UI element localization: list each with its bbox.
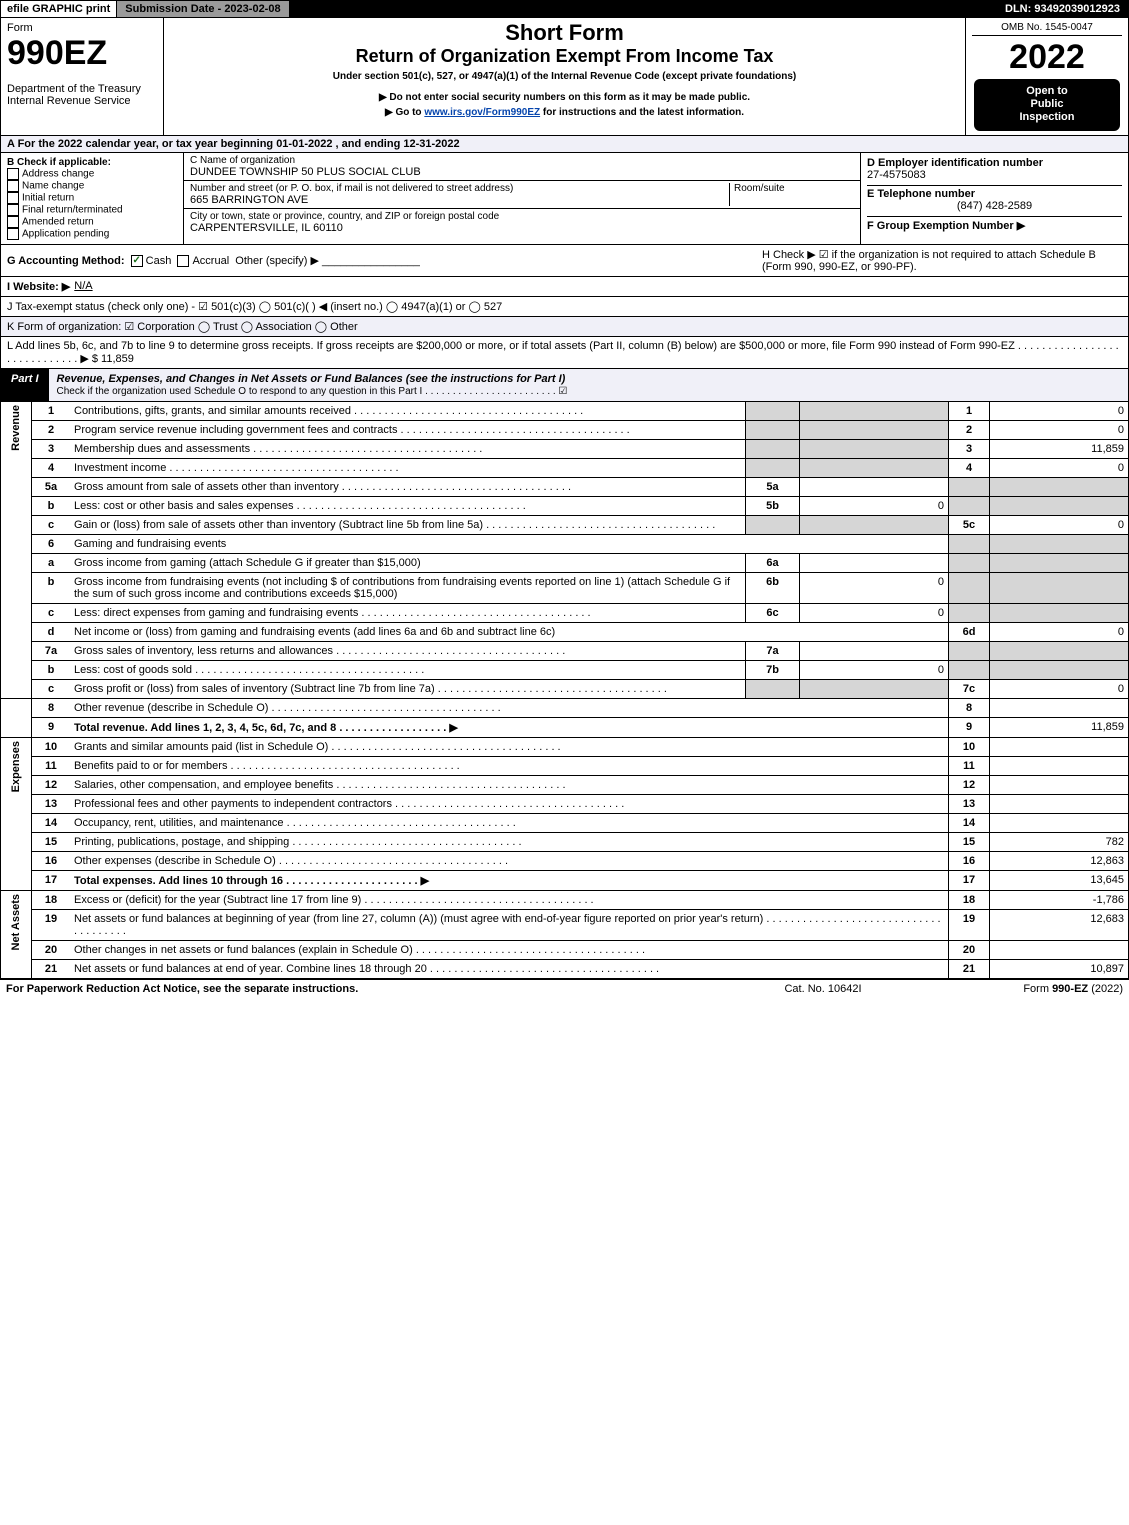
- part1-tab: Part I: [1, 369, 49, 401]
- line-11: 11Benefits paid to or for members11: [1, 756, 1129, 775]
- row-k: K Form of organization: ☑ Corporation ◯ …: [0, 317, 1129, 337]
- d-val: 27-4575083: [867, 169, 1122, 181]
- g-block: G Accounting Method: Cash Accrual Other …: [7, 254, 762, 267]
- g-accrual-cb[interactable]: [177, 255, 189, 267]
- line-5b: bLess: cost or other basis and sales exp…: [1, 496, 1129, 515]
- line-20: 20Other changes in net assets or fund ba…: [1, 940, 1129, 959]
- irs-link[interactable]: www.irs.gov/Form990EZ: [424, 107, 540, 118]
- line-6b: bGross income from fundraising events (n…: [1, 572, 1129, 603]
- c-name: DUNDEE TOWNSHIP 50 PLUS SOCIAL CLUB: [190, 166, 854, 178]
- side-revenue: Revenue: [10, 405, 22, 451]
- line-3: 3Membership dues and assessments 311,859: [1, 439, 1129, 458]
- section-a: A For the 2022 calendar year, or tax yea…: [0, 136, 1129, 153]
- line-14: 14Occupancy, rent, utilities, and mainte…: [1, 813, 1129, 832]
- i-lbl: I Website: ▶: [7, 280, 70, 293]
- lines-table: Revenue 1 Contributions, gifts, grants, …: [0, 402, 1129, 979]
- open-to-public: Open to Public Inspection: [974, 79, 1120, 131]
- footer-left: For Paperwork Reduction Act Notice, see …: [6, 983, 723, 995]
- c-city-lbl: City or town, state or province, country…: [190, 211, 854, 222]
- b-opt-pending[interactable]: Application pending: [7, 228, 177, 240]
- line-7a: 7aGross sales of inventory, less returns…: [1, 641, 1129, 660]
- line-6: 6Gaming and fundraising events: [1, 534, 1129, 553]
- line-2: 2Program service revenue including gover…: [1, 420, 1129, 439]
- line-17: 17Total expenses. Add lines 10 through 1…: [1, 870, 1129, 890]
- e-val: (847) 428-2589: [867, 200, 1122, 212]
- line-7c: cGross profit or (loss) from sales of in…: [1, 679, 1129, 698]
- part1-title: Revenue, Expenses, and Changes in Net As…: [49, 369, 1128, 401]
- col-c: C Name of organization DUNDEE TOWNSHIP 5…: [183, 153, 861, 244]
- line-6c: cLess: direct expenses from gaming and f…: [1, 603, 1129, 622]
- line-12: 12Salaries, other compensation, and empl…: [1, 775, 1129, 794]
- line-6d: dNet income or (loss) from gaming and fu…: [1, 622, 1129, 641]
- goto-line: ▶ Go to www.irs.gov/Form990EZ for instru…: [170, 107, 959, 118]
- c-city: CARPENTERSVILLE, IL 60110: [190, 222, 854, 234]
- form-word: Form: [7, 22, 157, 34]
- line-19: 19Net assets or fund balances at beginni…: [1, 909, 1129, 940]
- c-addr: 665 BARRINGTON AVE: [190, 194, 729, 206]
- form-number: 990EZ: [7, 34, 157, 73]
- line-8: 8Other revenue (describe in Schedule O) …: [1, 698, 1129, 717]
- row-l: L Add lines 5b, 6c, and 7b to line 9 to …: [0, 337, 1129, 369]
- footer-mid: Cat. No. 10642I: [723, 983, 923, 995]
- subtitle: Under section 501(c), 527, or 4947(a)(1)…: [170, 71, 959, 82]
- warn-line: ▶ Do not enter social security numbers o…: [170, 92, 959, 103]
- h-block: H Check ▶ ☑ if the organization is not r…: [762, 248, 1122, 273]
- line-13: 13Professional fees and other payments t…: [1, 794, 1129, 813]
- line-15: 15Printing, publications, postage, and s…: [1, 832, 1129, 851]
- page-footer: For Paperwork Reduction Act Notice, see …: [0, 979, 1129, 998]
- title-short-form: Short Form: [170, 20, 959, 46]
- b-opt-final[interactable]: Final return/terminated: [7, 204, 177, 216]
- form-header: Form 990EZ Department of the Treasury In…: [0, 18, 1129, 136]
- top-bar: efile GRAPHIC print Submission Date - 20…: [0, 0, 1129, 18]
- header-right: OMB No. 1545-0047 2022 Open to Public In…: [965, 18, 1128, 135]
- line-5c: cGain or (loss) from sale of assets othe…: [1, 515, 1129, 534]
- line-21: 21Net assets or fund balances at end of …: [1, 959, 1129, 978]
- b-opt-name[interactable]: Name change: [7, 180, 177, 192]
- line-5a: 5aGross amount from sale of assets other…: [1, 477, 1129, 496]
- i-val: N/A: [74, 280, 92, 292]
- b-opt-amended[interactable]: Amended return: [7, 216, 177, 228]
- omb-number: OMB No. 1545-0047: [972, 22, 1122, 36]
- part1-header: Part I Revenue, Expenses, and Changes in…: [0, 369, 1129, 402]
- row-i: I Website: ▶ N/A: [0, 277, 1129, 297]
- tax-year: 2022: [972, 38, 1122, 77]
- side-netassets: Net Assets: [10, 894, 22, 950]
- e-lbl: E Telephone number: [867, 185, 1122, 200]
- dln-label: DLN: 93492039012923: [997, 1, 1128, 17]
- line-1: Revenue 1 Contributions, gifts, grants, …: [1, 402, 1129, 421]
- line-7b: bLess: cost of goods sold 7b0: [1, 660, 1129, 679]
- efile-label[interactable]: efile GRAPHIC print: [1, 1, 116, 17]
- header-left: Form 990EZ Department of the Treasury In…: [1, 18, 164, 135]
- g-cash-cb[interactable]: [131, 255, 143, 267]
- line-18: Net Assets 18Excess or (deficit) for the…: [1, 890, 1129, 909]
- d-lbl: D Employer identification number: [867, 157, 1122, 169]
- footer-right: Form 990-EZ (2022): [923, 983, 1123, 995]
- col-b: B Check if applicable: Address change Na…: [1, 153, 183, 244]
- c-name-lbl: C Name of organization: [190, 155, 854, 166]
- line-10: Expenses 10Grants and similar amounts pa…: [1, 737, 1129, 756]
- submission-date: Submission Date - 2023-02-08: [116, 1, 289, 17]
- c-name-block: C Name of organization DUNDEE TOWNSHIP 5…: [184, 153, 860, 181]
- header-center: Short Form Return of Organization Exempt…: [164, 18, 965, 135]
- bcdef-block: B Check if applicable: Address change Na…: [0, 153, 1129, 245]
- b-opt-initial[interactable]: Initial return: [7, 192, 177, 204]
- line-4: 4Investment income 40: [1, 458, 1129, 477]
- row-j: J Tax-exempt status (check only one) - ☑…: [0, 297, 1129, 317]
- b-label: B Check if applicable:: [7, 157, 177, 168]
- f-lbl: F Group Exemption Number ▶: [867, 216, 1122, 232]
- row-gh: G Accounting Method: Cash Accrual Other …: [0, 245, 1129, 277]
- c-addr-lbl: Number and street (or P. O. box, if mail…: [190, 183, 729, 194]
- dept-2: Internal Revenue Service: [7, 95, 157, 107]
- c-city-block: City or town, state or province, country…: [184, 209, 860, 236]
- side-expenses: Expenses: [10, 741, 22, 792]
- title-return: Return of Organization Exempt From Incom…: [170, 46, 959, 67]
- b-opt-address[interactable]: Address change: [7, 168, 177, 180]
- line-9: 9Total revenue. Add lines 1, 2, 3, 4, 5c…: [1, 717, 1129, 737]
- line-16: 16Other expenses (describe in Schedule O…: [1, 851, 1129, 870]
- col-def: D Employer identification number 27-4575…: [861, 153, 1128, 244]
- c-room-lbl: Room/suite: [729, 183, 854, 206]
- c-addr-block: Number and street (or P. O. box, if mail…: [184, 181, 860, 209]
- dept-1: Department of the Treasury: [7, 83, 157, 95]
- line-6a: aGross income from gaming (attach Schedu…: [1, 553, 1129, 572]
